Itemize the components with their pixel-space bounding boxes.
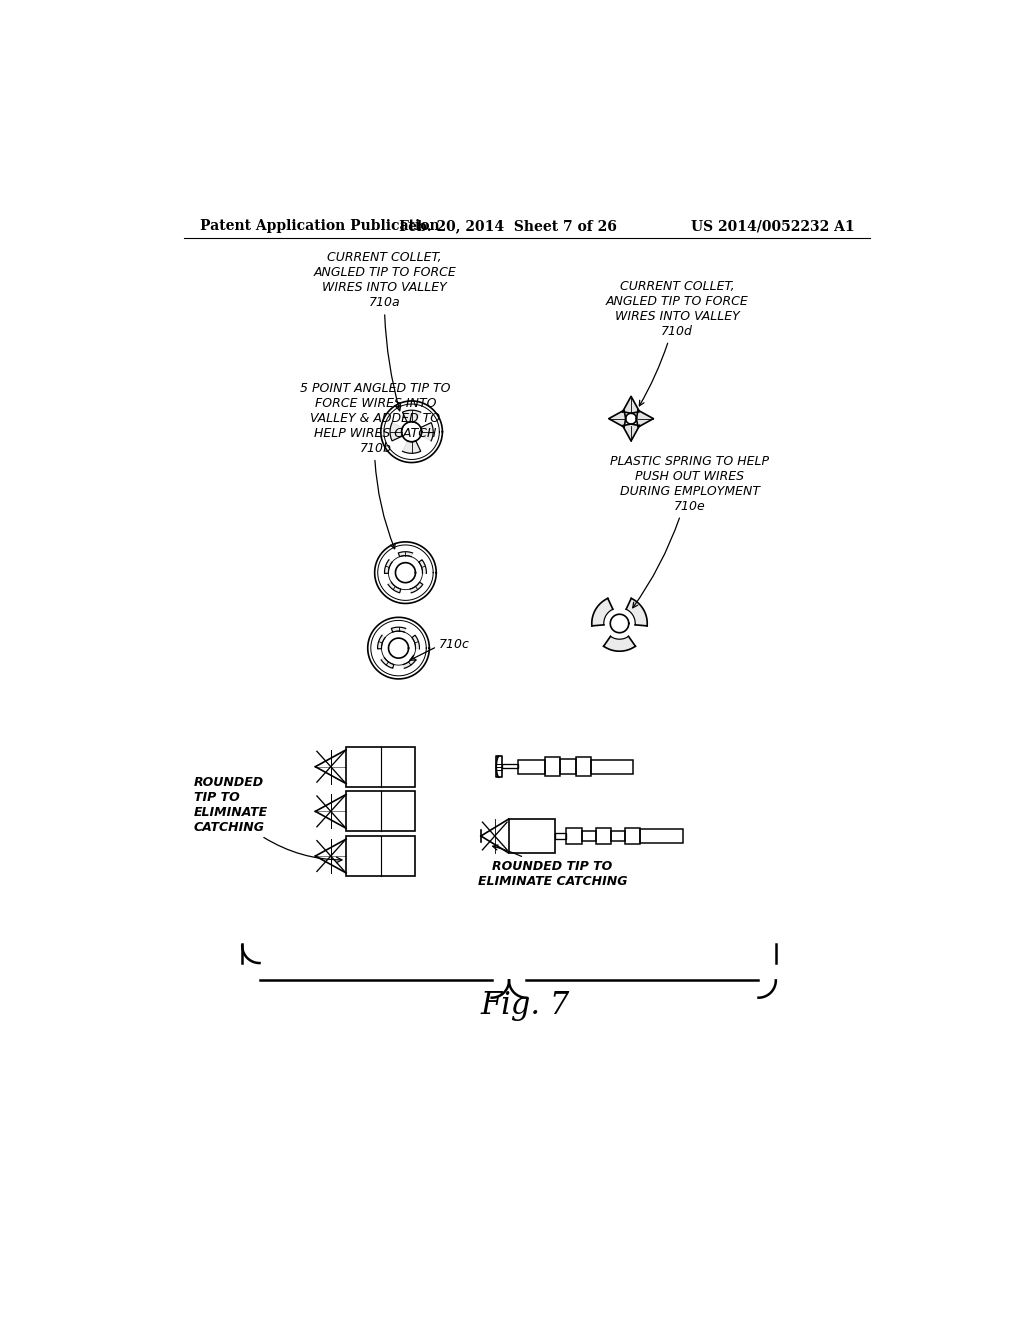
Polygon shape <box>592 598 613 626</box>
Polygon shape <box>623 396 640 413</box>
Text: ROUNDED
TIP TO
ELIMINATE
CATCHING: ROUNDED TIP TO ELIMINATE CATCHING <box>194 776 268 834</box>
Bar <box>503 764 518 768</box>
Bar <box>509 818 555 853</box>
Polygon shape <box>390 422 402 441</box>
Text: 5 POINT ANGLED TIP TO
FORCE WIRES INTO
VALLEY & ADDED TO
HELP WIRES CATCH
710b: 5 POINT ANGLED TIP TO FORCE WIRES INTO V… <box>300 381 451 549</box>
Polygon shape <box>398 552 413 557</box>
Bar <box>582 830 596 841</box>
Bar <box>625 829 640 843</box>
Bar <box>560 759 575 775</box>
Bar <box>346 792 416 832</box>
Polygon shape <box>419 560 426 573</box>
Polygon shape <box>626 598 647 626</box>
Bar <box>566 829 582 843</box>
Polygon shape <box>608 411 626 428</box>
Polygon shape <box>421 422 433 441</box>
Polygon shape <box>412 635 420 649</box>
Bar <box>346 836 416 876</box>
Text: Patent Application Publication: Patent Application Publication <box>200 219 439 234</box>
Bar <box>575 758 591 776</box>
Bar <box>640 829 683 843</box>
Text: ROUNDED TIP TO
ELIMINATE CATCHING: ROUNDED TIP TO ELIMINATE CATCHING <box>478 845 628 888</box>
Text: 710c: 710c <box>438 638 469 651</box>
Text: CURRENT COLLET,
ANGLED TIP TO FORCE
WIRES INTO VALLEY
710a: CURRENT COLLET, ANGLED TIP TO FORCE WIRE… <box>313 251 456 411</box>
Polygon shape <box>391 627 406 632</box>
Text: PLASTIC SPRING TO HELP
PUSH OUT WIRES
DURING EMPLOYMENT
710e: PLASTIC SPRING TO HELP PUSH OUT WIRES DU… <box>610 454 769 607</box>
Polygon shape <box>402 441 421 453</box>
Polygon shape <box>402 411 421 422</box>
Text: CURRENT COLLET,
ANGLED TIP TO FORCE
WIRES INTO VALLEY
710d: CURRENT COLLET, ANGLED TIP TO FORCE WIRE… <box>606 280 749 405</box>
Polygon shape <box>411 582 423 593</box>
Bar <box>555 833 566 840</box>
Polygon shape <box>388 582 400 593</box>
Bar <box>497 756 503 777</box>
Bar <box>591 760 634 774</box>
Text: Fig. 7: Fig. 7 <box>480 990 569 1020</box>
Bar <box>611 830 625 841</box>
Text: US 2014/0052232 A1: US 2014/0052232 A1 <box>691 219 854 234</box>
Polygon shape <box>403 657 416 668</box>
Bar <box>545 758 560 776</box>
Polygon shape <box>381 657 394 668</box>
Bar <box>596 829 611 843</box>
Polygon shape <box>378 635 385 649</box>
Polygon shape <box>603 636 636 651</box>
Bar <box>518 760 545 774</box>
Bar <box>346 747 416 787</box>
Polygon shape <box>623 424 640 441</box>
Polygon shape <box>384 560 392 573</box>
Polygon shape <box>637 411 653 428</box>
Text: Feb. 20, 2014  Sheet 7 of 26: Feb. 20, 2014 Sheet 7 of 26 <box>399 219 616 234</box>
